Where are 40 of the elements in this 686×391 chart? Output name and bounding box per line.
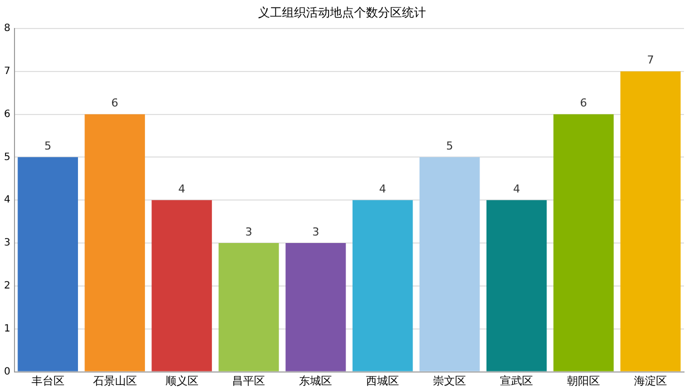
chart-title: 义工组织活动地点个数分区统计 [258, 5, 426, 20]
bar [286, 243, 346, 372]
bar [419, 157, 480, 372]
bar [18, 157, 78, 372]
bar [620, 71, 681, 372]
bar [352, 200, 413, 372]
x-tick-label: 宣武区 [500, 374, 534, 388]
bar [553, 114, 614, 372]
bar [486, 200, 547, 372]
data-label: 4 [379, 182, 386, 196]
y-tick-label: 0 [4, 366, 10, 378]
x-tick-label: 丰台区 [31, 374, 64, 388]
y-tick-label: 8 [4, 22, 10, 34]
y-tick-label: 7 [4, 66, 10, 77]
data-label: 7 [647, 54, 654, 67]
x-tick-label: 昌平区 [232, 374, 266, 388]
x-tick-label: 东城区 [299, 374, 332, 388]
data-label: 4 [513, 182, 520, 196]
data-label: 4 [178, 182, 186, 196]
data-label: 3 [312, 225, 320, 238]
x-tick-label: 顺义区 [165, 374, 198, 388]
x-tick-label: 西城区 [366, 374, 400, 388]
data-label: 6 [580, 96, 588, 110]
data-label: 5 [446, 140, 454, 153]
y-tick-label: 2 [4, 280, 10, 292]
y-tick-label: 5 [4, 152, 10, 163]
x-tick-label: 海淀区 [634, 374, 668, 388]
x-tick-label: 石景山区 [92, 374, 137, 388]
data-label: 6 [111, 96, 118, 110]
y-tick-label: 6 [4, 108, 10, 120]
y-tick-label: 1 [4, 323, 10, 334]
bar [84, 114, 145, 372]
x-tick-label: 朝阳区 [567, 374, 600, 388]
data-label: 3 [245, 225, 252, 238]
data-label: 5 [44, 140, 52, 153]
x-tick-label: 崇文区 [433, 374, 466, 388]
y-tick-label: 4 [4, 194, 10, 206]
bar [152, 200, 212, 372]
bar [218, 243, 279, 372]
y-tick-label: 3 [4, 238, 10, 249]
